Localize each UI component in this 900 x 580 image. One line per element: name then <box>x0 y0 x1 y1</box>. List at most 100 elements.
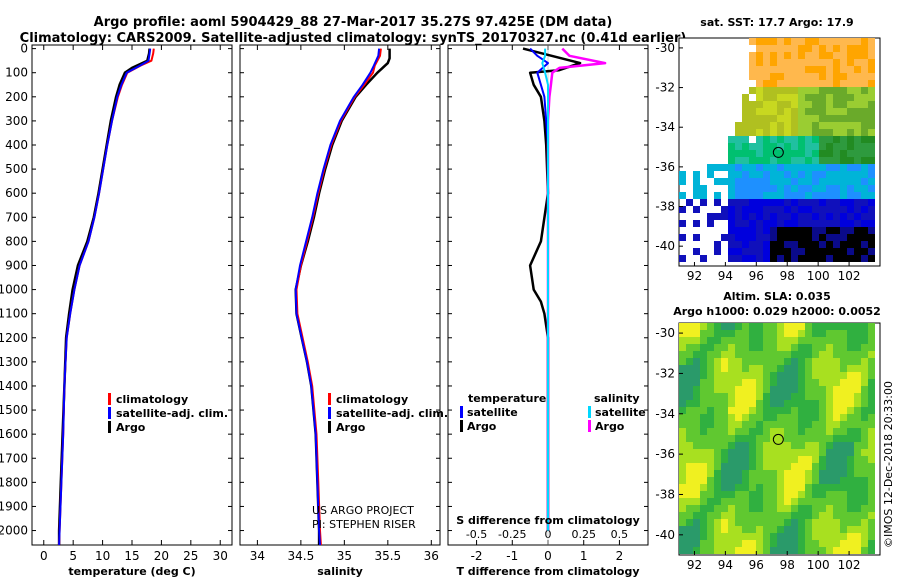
map-cell <box>721 512 728 519</box>
map-cell <box>812 73 819 80</box>
map-cell <box>833 136 840 143</box>
map-cell <box>714 351 721 358</box>
map-cell <box>784 470 791 477</box>
map-cell <box>735 122 742 129</box>
map-cell <box>686 344 693 351</box>
map-cell <box>791 192 798 199</box>
map-cell <box>819 477 826 484</box>
map-cell <box>742 192 749 199</box>
map-cell <box>840 393 847 400</box>
map-cell <box>707 477 714 484</box>
map-cell <box>812 178 819 185</box>
map-cell <box>770 449 777 456</box>
map-cell <box>805 449 812 456</box>
map-cell <box>721 386 728 393</box>
map-cell <box>742 428 749 435</box>
map-cell <box>861 255 868 262</box>
map-cell <box>840 73 847 80</box>
map-cell <box>763 344 770 351</box>
map-cell <box>826 498 833 505</box>
map-cell <box>679 337 686 344</box>
map-cell <box>784 157 791 164</box>
sla-map: 92 94 96 98 100 102-30-32-34-36-38-40 <box>655 322 881 572</box>
map-cell <box>777 220 784 227</box>
map-cell <box>756 73 763 80</box>
map-cell <box>756 330 763 337</box>
map-cell <box>812 255 819 262</box>
map-cell <box>693 171 700 178</box>
map-cell <box>735 491 742 498</box>
map-cell <box>742 463 749 470</box>
map-cell <box>777 150 784 157</box>
map-cell <box>840 255 847 262</box>
map-cell <box>833 470 840 477</box>
map-cell <box>700 421 707 428</box>
map-cell <box>714 192 721 199</box>
map-cell <box>777 540 784 547</box>
map-cell <box>868 101 875 108</box>
map-cell <box>714 491 721 498</box>
map-cell <box>728 330 735 337</box>
map-cell <box>798 80 805 87</box>
map-cell <box>833 220 840 227</box>
map-cell <box>756 428 763 435</box>
map-cell <box>854 66 861 73</box>
x-tick-label-s: 0.5 <box>611 528 629 541</box>
map-cell <box>728 143 735 150</box>
map-cell <box>854 227 861 234</box>
map-cell <box>798 386 805 393</box>
map-cell <box>686 407 693 414</box>
map-cell <box>847 185 854 192</box>
map-cell <box>868 358 875 365</box>
map-cell <box>735 136 742 143</box>
map-cell <box>679 470 686 477</box>
map-cell <box>819 45 826 52</box>
map-cell <box>854 52 861 59</box>
map-cell <box>847 87 854 94</box>
map-cell <box>686 414 693 421</box>
map-cell <box>728 157 735 164</box>
map-cell <box>693 505 700 512</box>
map-cell <box>749 421 756 428</box>
x-tick-label: 35 <box>337 549 352 563</box>
depth-tick-label: 1500 <box>0 403 28 417</box>
depth-tick-label: 100 <box>5 66 28 80</box>
map-cell <box>861 547 868 554</box>
map-cell <box>798 122 805 129</box>
map-cell <box>805 241 812 248</box>
map-cell <box>700 199 707 206</box>
map-cell <box>805 477 812 484</box>
map-cell <box>805 206 812 213</box>
map-cell <box>749 400 756 407</box>
map-cell <box>819 206 826 213</box>
map-cell <box>812 330 819 337</box>
map-cell <box>840 94 847 101</box>
map-cell <box>798 108 805 115</box>
map-cell <box>840 344 847 351</box>
map-cell <box>735 449 742 456</box>
map-cell <box>812 227 819 234</box>
map-cell <box>833 115 840 122</box>
map-cell <box>819 484 826 491</box>
depth-tick-label: 1400 <box>0 379 28 393</box>
map-cell <box>728 449 735 456</box>
map-cell <box>735 435 742 442</box>
map-cell <box>819 540 826 547</box>
title-line2: Climatology: CARS2009. Satellite-adjuste… <box>20 31 687 46</box>
map-cell <box>861 94 868 101</box>
map-cell <box>770 512 777 519</box>
legend-t-satellite-label: satellite <box>467 406 518 419</box>
map-cell <box>686 512 693 519</box>
map-x-tick-label: 102 <box>838 558 861 572</box>
map-cell <box>826 192 833 199</box>
map-cell <box>742 484 749 491</box>
map-cell <box>756 386 763 393</box>
map-cell <box>777 323 784 330</box>
map-cell <box>854 477 861 484</box>
map-cell <box>756 108 763 115</box>
map-cell <box>693 372 700 379</box>
map-cell <box>756 115 763 122</box>
map-cell <box>833 421 840 428</box>
map-cell <box>742 512 749 519</box>
map-cell <box>805 351 812 358</box>
